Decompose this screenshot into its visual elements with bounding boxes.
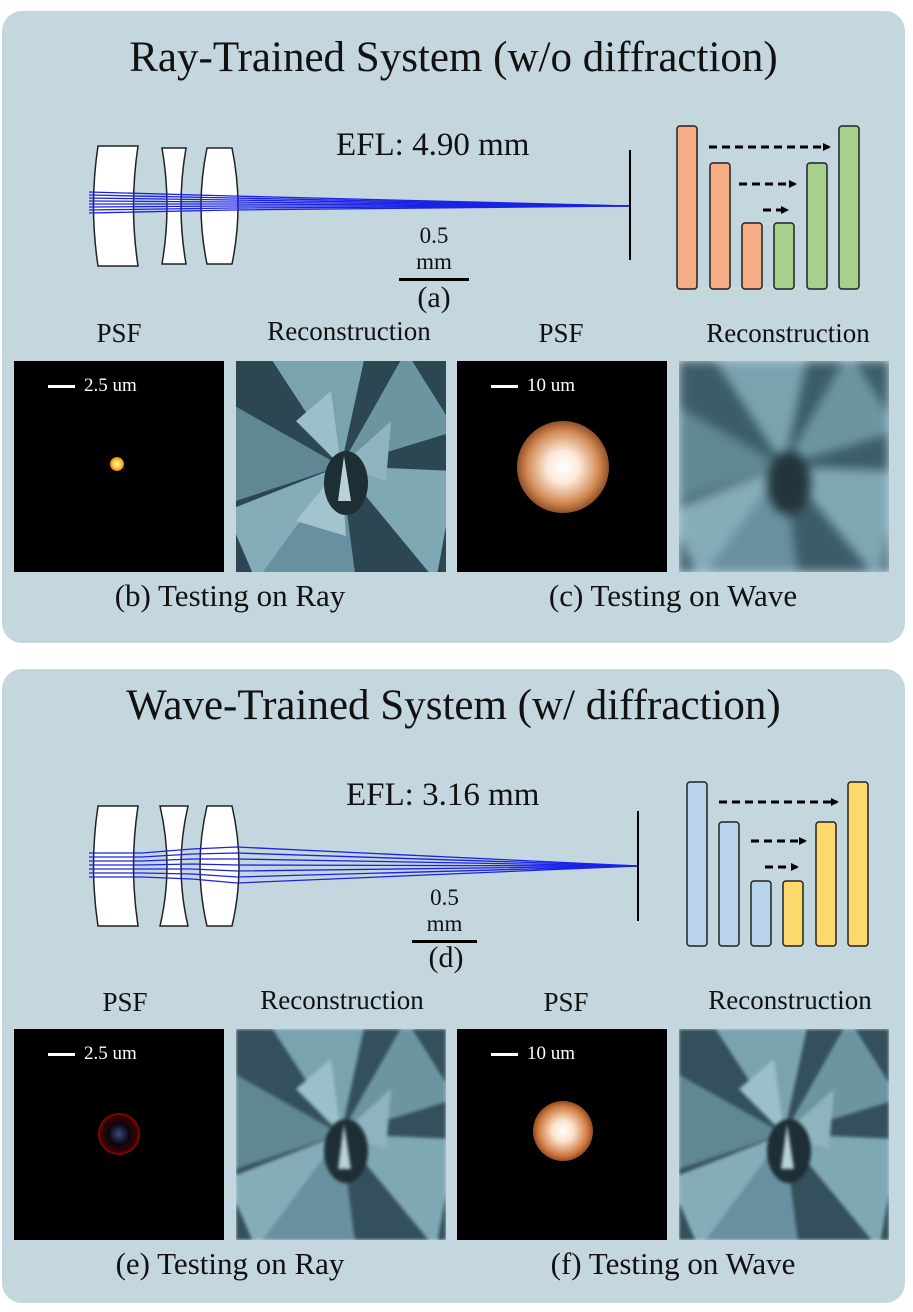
reconstruction-column-label: Reconstruction <box>708 985 872 1015</box>
lens-scale-bar: 0.5 mm <box>399 223 469 281</box>
psf-image-wave: 10 um <box>457 1029 667 1240</box>
leaf <box>341 1029 446 1134</box>
psf-scale-bar <box>48 1053 75 1056</box>
lens-scale-label: 0.5 mm <box>426 885 463 936</box>
psf-scale-bar <box>491 385 518 388</box>
efl-label: EFL: 4.90 mm <box>336 127 530 163</box>
encoder-block-3 <box>750 880 772 947</box>
psf-scale-label: 2.5 um <box>84 1043 137 1064</box>
psf-scale-label: 10 um <box>527 1043 576 1064</box>
ray-bundle <box>88 191 631 214</box>
lens-system-diagram <box>89 805 639 927</box>
panel-title: Wave-Trained System (w/ diffraction) <box>126 682 781 729</box>
decoder-block-3 <box>838 125 860 290</box>
ray-trained-panel: Ray-Trained System (w/o diffraction) EFL… <box>2 11 905 643</box>
psf-column-label: PSF <box>543 987 589 1017</box>
agave-plant-image <box>679 1029 889 1240</box>
psf-scale-bar <box>491 1053 518 1056</box>
ray-bundle <box>89 846 639 884</box>
psf-image-ray: 2.5 um <box>14 361 224 572</box>
encoder-block-1 <box>676 125 698 290</box>
leaf <box>296 391 341 466</box>
panel-title: Ray-Trained System (w/o diffraction) <box>129 34 778 81</box>
plant-core <box>338 1124 351 1169</box>
psf-scale-bar <box>48 385 75 388</box>
leaf <box>679 1134 784 1240</box>
decoder-block-3 <box>847 781 869 947</box>
subfigure-letter: (d) <box>428 941 464 974</box>
plant-center <box>767 451 811 515</box>
lens-system-diagram <box>88 145 631 267</box>
leaf <box>341 1134 446 1240</box>
decoder-block-2 <box>806 162 828 290</box>
reconstruction-network-diagram <box>676 125 860 290</box>
plant-core <box>338 456 351 501</box>
leaf <box>715 361 807 466</box>
decoder-block-1 <box>773 222 795 290</box>
leaf <box>784 466 889 572</box>
reconstruction-image-sharp <box>236 361 446 572</box>
psf-spot <box>110 457 124 471</box>
efl-label: EFL: 3.16 mm <box>346 777 540 813</box>
lens-element-1 <box>92 145 139 267</box>
lens-scale-line <box>399 278 469 281</box>
leaf <box>784 361 889 466</box>
leaf <box>679 406 784 501</box>
psf-spot <box>517 421 609 513</box>
leaf <box>739 1059 784 1134</box>
lens-scale-label: 0.5 mm <box>416 223 452 274</box>
psf-column-label: PSF <box>102 987 148 1017</box>
leaf <box>236 1074 341 1169</box>
lens-elements <box>92 805 240 927</box>
reconstruction-network-diagram <box>686 781 869 947</box>
lens-element-3 <box>199 805 240 927</box>
psf-scale-label: 10 um <box>527 375 576 396</box>
leaf <box>679 466 784 572</box>
encoder-block-3 <box>741 222 763 290</box>
psf-ring <box>98 1113 140 1155</box>
agave-plant-image <box>236 1029 446 1240</box>
subfigure-caption: (f) Testing on Wave <box>550 1246 796 1281</box>
lens-scale-bar: 0.5 mm <box>412 885 477 943</box>
subfigure-caption: (b) Testing on Ray <box>114 578 346 613</box>
wave-trained-panel: Wave-Trained System (w/ diffraction) EFL… <box>2 669 905 1303</box>
reconstruction-image-ray <box>236 1029 446 1240</box>
subfigure-caption: (c) Testing on Wave <box>548 578 798 613</box>
leaf <box>341 466 446 572</box>
lens-scale-line <box>412 940 477 943</box>
agave-plant-image <box>236 361 446 572</box>
encoder-block-2 <box>709 162 731 290</box>
leaf <box>341 361 446 466</box>
psf-image-ray: 2.5 um <box>14 1029 224 1240</box>
reconstruction-image-blurry <box>679 361 889 572</box>
reconstruction-column-label: Reconstruction <box>260 985 424 1015</box>
encoder-block-1 <box>686 781 708 947</box>
leaf <box>784 1134 889 1240</box>
reconstruction-column-label: Reconstruction <box>706 318 870 348</box>
agave-plant-image <box>679 361 889 572</box>
lens-element-2 <box>159 805 189 927</box>
leaf <box>784 1029 889 1134</box>
reconstruction-column-label: Reconstruction <box>267 316 431 346</box>
psf-column-label: PSF <box>96 318 142 348</box>
encoder-block-2 <box>718 821 740 947</box>
decoder-block-2 <box>815 821 837 947</box>
subfigure-caption: (e) Testing on Ray <box>115 1246 345 1281</box>
psf-scale-label: 2.5 um <box>84 375 137 396</box>
decoder-block-1 <box>782 880 804 947</box>
leaf <box>236 406 341 501</box>
reconstruction-image-wave <box>679 1029 889 1240</box>
leaf <box>296 1059 341 1134</box>
plant-core <box>781 1124 794 1169</box>
leaf <box>236 1134 341 1240</box>
leaf <box>236 466 341 572</box>
psf-spot <box>533 1101 593 1161</box>
leaf <box>679 1074 784 1169</box>
psf-image-wave: 10 um <box>457 361 667 572</box>
psf-column-label: PSF <box>538 318 584 348</box>
lens-element-1 <box>92 805 139 927</box>
subfigure-letter: (a) <box>417 281 451 314</box>
